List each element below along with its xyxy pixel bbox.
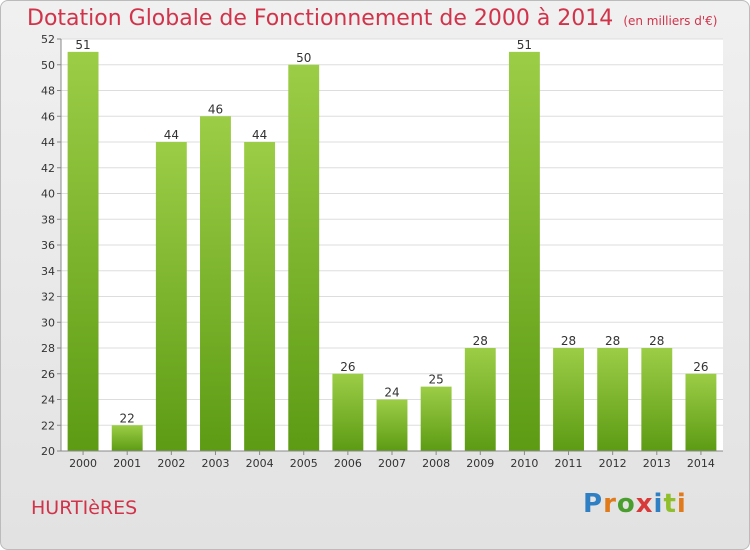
bar-value-label: 22 [120,411,135,425]
y-tick-label: 32 [41,291,55,304]
proxiti-logo: Proxiti [583,489,687,519]
bar-value-label: 51 [75,38,90,52]
bar-2014 [685,373,717,451]
logo-letter: x [635,489,654,519]
bar-value-labels: 51 22 44 46 44 50 26 24 25 28 51 28 28 28 26 [75,38,708,425]
bar-2008 [420,386,452,451]
bar-2003 [200,116,231,451]
y-axis-ticks: 20 22 24 26 28 30 32 34 36 38 40 42 44 46 48 50 52 [41,33,61,458]
bar-value-label: 46 [208,102,223,116]
x-tick-label: 2003 [201,457,229,470]
y-tick-label: 38 [41,213,55,226]
x-tick-label: 2014 [687,457,715,470]
bar-2010 [508,51,540,451]
bar-2012 [597,348,629,451]
bar-value-label: 24 [384,386,399,400]
bar-value-label: 50 [296,51,311,65]
bar-2004 [244,142,276,451]
x-tick-label: 2007 [378,457,406,470]
logo-letter: r [603,489,617,519]
y-tick-label: 46 [41,110,55,123]
y-tick-label: 30 [41,316,55,329]
x-tick-label: 2010 [510,457,538,470]
chart-title-text: Dotation Globale de Fonctionnement de 20… [27,6,614,31]
bar-value-label: 26 [340,360,355,374]
x-tick-label: 2008 [422,457,450,470]
x-tick-label: 2006 [334,457,362,470]
y-tick-label: 40 [41,188,55,201]
x-tick-label: 2011 [555,457,583,470]
bar-2006 [332,373,364,451]
y-tick-label: 24 [41,394,55,407]
y-tick-label: 42 [41,162,55,175]
bar-2011 [553,348,584,451]
y-tick-label: 36 [41,239,55,252]
bar-2009 [464,348,496,451]
y-tick-label: 26 [41,368,55,381]
y-tick-label: 22 [41,419,55,432]
logo-letter: P [583,489,604,519]
logo-letter: i [676,489,687,519]
logo-letter: i [653,489,664,519]
bar-value-label: 51 [517,38,532,52]
chart-subtitle: (en milliers d'€) [623,14,718,28]
y-tick-label: 48 [41,85,55,98]
x-axis-ticks: 2000 2001 2002 2003 2004 2005 2006 2007 2008 2009… [69,451,715,470]
x-tick-label: 2013 [643,457,671,470]
y-tick-label: 28 [41,342,55,355]
x-tick-label: 2004 [246,457,274,470]
x-tick-label: 2009 [466,457,494,470]
commune-name: HURTIèRES [31,497,138,519]
bar-value-label: 28 [605,334,620,348]
bar-value-label: 25 [428,373,443,387]
y-tick-label: 44 [41,136,55,149]
logo-letter: t [663,489,677,519]
y-tick-label: 50 [41,59,55,72]
bar-2001 [111,425,143,451]
logo-letter: o [616,489,636,519]
bar-value-label: 44 [164,128,179,142]
bar-value-label: 26 [693,360,708,374]
bar-value-label: 44 [252,128,267,142]
y-tick-label: 20 [41,445,55,458]
bar-2000 [67,51,99,451]
y-tick-label: 34 [41,265,55,278]
bar-2002 [155,142,187,451]
y-tick-label: 52 [41,33,55,46]
bar-value-label: 28 [561,334,576,348]
bar-2007 [376,399,408,451]
x-tick-label: 2002 [157,457,185,470]
bar-value-label: 28 [473,334,488,348]
x-tick-label: 2012 [599,457,627,470]
x-tick-label: 2005 [290,457,318,470]
chart-title: Dotation Globale de Fonctionnement de 20… [27,6,717,31]
bars [67,51,717,451]
bar-value-label: 28 [649,334,664,348]
x-tick-label: 2001 [113,457,141,470]
bar-2013 [641,348,673,451]
bar-2005 [288,64,320,451]
x-tick-label: 2000 [69,457,97,470]
